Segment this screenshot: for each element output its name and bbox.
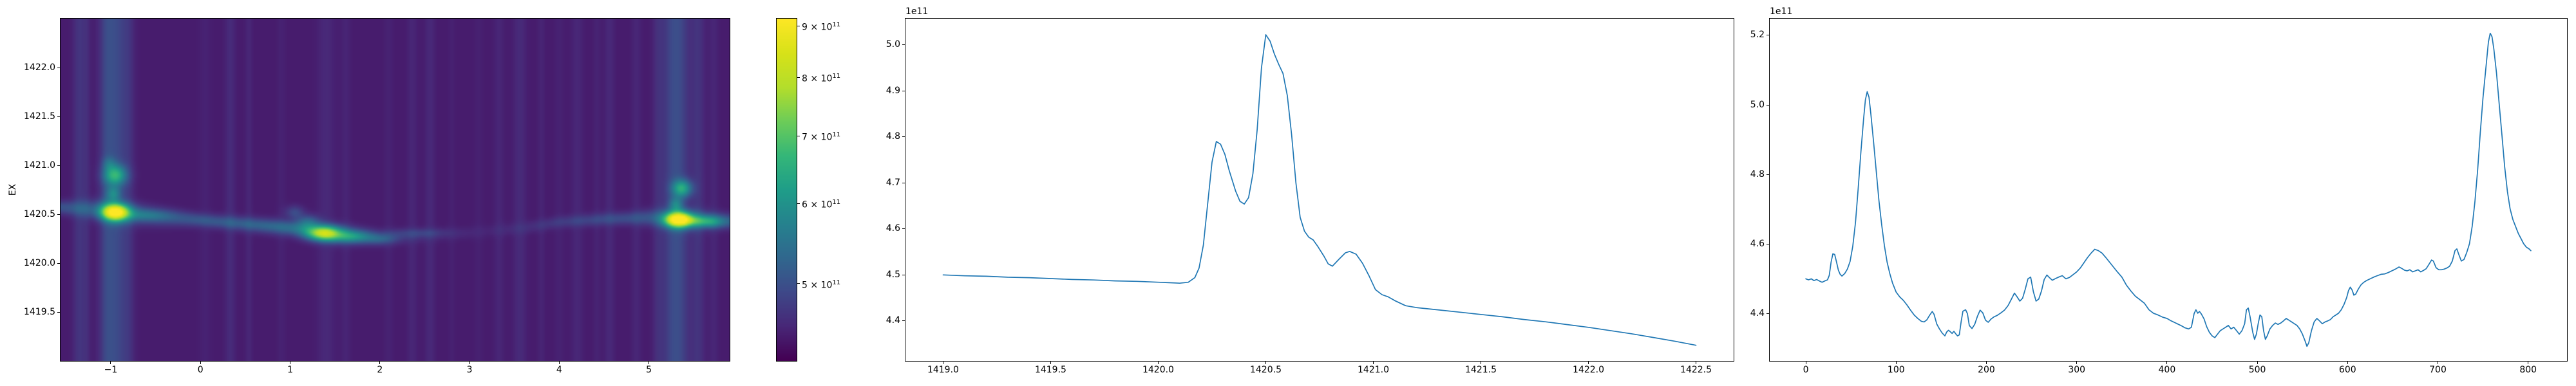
x-tick-label: 300 [2068, 365, 2086, 375]
x-tick-label: 5 [646, 365, 652, 375]
y-tick-label: 1419.5 [24, 306, 55, 317]
x-tick-label: 0 [1803, 365, 1809, 375]
y-tick-label: 4.6 [886, 223, 900, 234]
colorbar-tick-mark [797, 77, 800, 78]
colorbar-tick-label: 8 × 1011 [802, 73, 841, 85]
x-tick-mark [2347, 362, 2348, 364]
x-tick-label: 0 [197, 365, 204, 375]
x-tick-label: 1421.5 [1465, 365, 1497, 375]
x-tick-label: 4 [556, 365, 562, 375]
x-tick-label: 800 [2519, 365, 2537, 375]
x-tick-label: 700 [2429, 365, 2447, 375]
x-tick-mark [558, 362, 560, 364]
y-tick-label: 1420.0 [24, 257, 55, 268]
x-tick-label: 1421.0 [1358, 365, 1389, 375]
y-tick-mark [902, 228, 905, 230]
colorbar-tick-mark [797, 203, 800, 204]
x-tick-label: −1 [104, 365, 118, 375]
x-tick-mark [1895, 362, 1897, 364]
spectrum-line-plot [942, 34, 1697, 346]
y-tick-label: 5.0 [1750, 99, 1765, 110]
y-tick-label: 1421.0 [24, 160, 55, 170]
drift-scan-line-plot [1805, 32, 2532, 347]
y-tick-mark [57, 116, 60, 117]
colorbar-tick-label: 9 × 1011 [802, 21, 841, 33]
x-tick-label: 1422.5 [1680, 365, 1712, 375]
x-tick-label: 500 [2248, 365, 2266, 375]
spectrum-panel [905, 18, 1734, 362]
spectrum-offset-label: 1e11 [905, 6, 929, 17]
x-tick-label: 1422.0 [1573, 365, 1605, 375]
y-tick-label: 4.8 [1750, 169, 1765, 179]
x-tick-label: 2 [377, 365, 383, 375]
y-tick-label: 4.8 [886, 131, 900, 142]
x-tick-mark [2257, 362, 2258, 364]
y-tick-label: 1421.5 [24, 111, 55, 122]
y-tick-mark [57, 311, 60, 313]
drift-offset-label: 1e11 [1770, 6, 1793, 17]
x-tick-mark [2166, 362, 2168, 364]
x-tick-label: 1419.0 [927, 365, 959, 375]
y-tick-label: 4.7 [886, 177, 900, 188]
x-tick-label: 200 [1978, 365, 1995, 375]
x-tick-label: 1419.5 [1034, 365, 1066, 375]
colorbar-tick-label: 7 × 1011 [802, 131, 841, 143]
y-tick-mark [1766, 104, 1769, 106]
y-tick-label: 1422.0 [24, 62, 55, 73]
colorbar-tick-label: 5 × 1011 [802, 279, 841, 291]
colorbar-gradient [777, 19, 797, 361]
y-tick-mark [902, 44, 905, 46]
x-tick-label: 3 [466, 365, 473, 375]
y-tick-label: 4.4 [1750, 308, 1765, 318]
x-tick-label: 600 [2338, 365, 2356, 375]
x-tick-label: 1420.5 [1249, 365, 1282, 375]
y-tick-mark [902, 136, 905, 138]
x-tick-label: 1420.0 [1142, 365, 1174, 375]
y-tick-mark [57, 262, 60, 264]
y-tick-label: 4.9 [886, 85, 900, 96]
colorbar-tick-mark [797, 283, 800, 284]
x-tick-mark [1265, 362, 1266, 364]
y-tick-mark [902, 320, 905, 322]
x-tick-label: 100 [1887, 365, 1905, 375]
colorbar-tick-label: 6 × 1011 [802, 199, 841, 211]
y-tick-mark [1766, 174, 1769, 175]
y-tick-label: 4.6 [1750, 238, 1765, 249]
drift-scan-panel [1769, 18, 2568, 362]
y-tick-label: 5.2 [1750, 30, 1765, 41]
y-tick-mark [57, 214, 60, 215]
y-tick-mark [57, 165, 60, 166]
spectrum-series [942, 34, 1697, 346]
x-tick-mark [469, 362, 470, 364]
x-tick-mark [200, 362, 201, 364]
x-tick-mark [1373, 362, 1374, 364]
x-tick-mark [110, 362, 111, 364]
x-tick-mark [1157, 362, 1159, 364]
drift_scan-series [1805, 32, 2532, 347]
heatmap-panel [60, 18, 730, 362]
x-tick-mark [379, 362, 381, 364]
x-tick-mark [1588, 362, 1589, 364]
y-tick-label: 5.0 [886, 39, 900, 50]
x-tick-mark [1985, 362, 1987, 364]
y-tick-label: 4.5 [886, 269, 900, 280]
y-tick-label: 4.4 [886, 315, 900, 326]
y-tick-label: 1420.5 [24, 208, 55, 219]
heatmap-image [61, 19, 730, 361]
heatmap-y-axis-label: EX [8, 183, 18, 196]
x-tick-mark [1050, 362, 1051, 364]
x-tick-label: 1 [287, 365, 293, 375]
x-tick-mark [2076, 362, 2078, 364]
y-tick-mark [1766, 313, 1769, 314]
x-tick-label: 400 [2158, 365, 2176, 375]
colorbar [776, 18, 797, 362]
